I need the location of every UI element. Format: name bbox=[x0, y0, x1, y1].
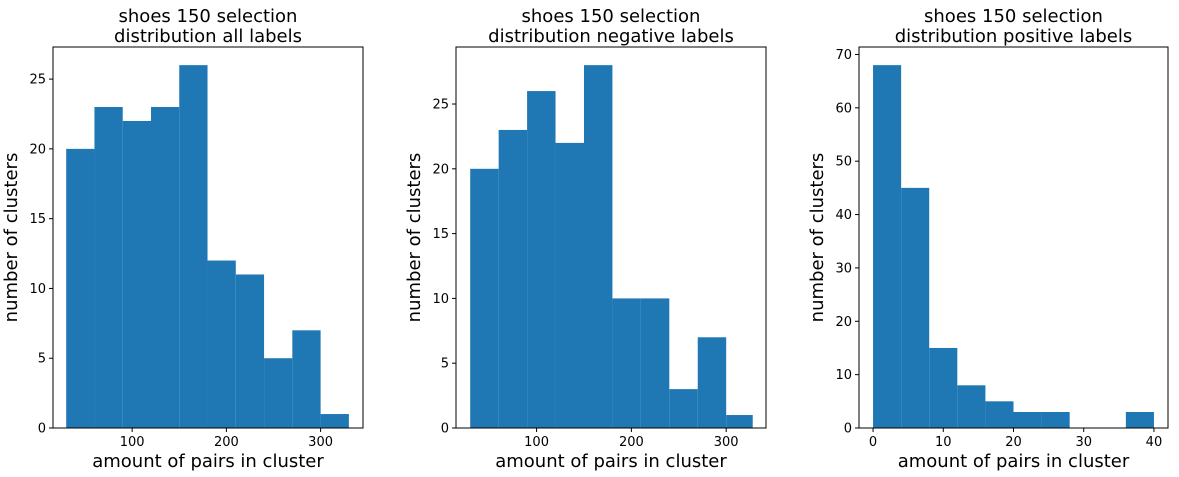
x-tick-label: 100 bbox=[524, 435, 549, 450]
x-tick-label: 10 bbox=[935, 435, 952, 450]
histogram-bar bbox=[235, 274, 265, 428]
y-tick-label: 10 bbox=[835, 368, 852, 383]
axes-frame bbox=[52, 46, 364, 429]
chart-title-line-2: distribution negative labels bbox=[488, 26, 734, 47]
y-axis-label: number of clusters bbox=[1, 153, 22, 323]
x-tick-label: 300 bbox=[308, 435, 333, 450]
y-tick-label: 5 bbox=[441, 357, 449, 372]
x-tick-label: 100 bbox=[120, 435, 145, 450]
y-tick-label: 0 bbox=[441, 422, 449, 437]
y-tick-label: 30 bbox=[835, 261, 852, 276]
histogram-bar bbox=[150, 107, 180, 428]
histogram-bar bbox=[1125, 411, 1154, 428]
histogram-bar bbox=[583, 65, 613, 429]
histogram-bar bbox=[527, 91, 556, 429]
histogram-bar bbox=[612, 298, 641, 428]
y-axis-label: number of clusters bbox=[404, 153, 425, 323]
x-tick-label: 40 bbox=[1146, 435, 1163, 450]
x-tick-label: 200 bbox=[619, 435, 644, 450]
y-tick-label: 70 bbox=[835, 48, 852, 63]
y-axis-label: number of clusters bbox=[807, 153, 828, 323]
histogram-bar bbox=[873, 65, 902, 429]
histogram-bar bbox=[1013, 411, 1042, 428]
histogram-bar bbox=[264, 358, 293, 428]
histogram-bar bbox=[320, 414, 349, 428]
x-tick-label: 30 bbox=[1075, 435, 1092, 450]
y-tick-label: 20 bbox=[432, 162, 449, 177]
y-tick-label: 15 bbox=[432, 227, 449, 242]
histogram-negative-labels: shoes 150 selection distribution negativ… bbox=[404, 6, 767, 472]
histogram-bar bbox=[66, 148, 95, 428]
chart-title-line-2: distribution positive labels bbox=[895, 26, 1133, 47]
y-tick-label: 0 bbox=[844, 422, 852, 437]
y-tick-label: 0 bbox=[38, 422, 46, 437]
histogram-bar bbox=[292, 330, 321, 428]
histogram-bar bbox=[207, 260, 236, 428]
chart-title-line-1: shoes 150 selection bbox=[119, 6, 298, 27]
histogram-bar bbox=[179, 65, 208, 429]
histogram-bar bbox=[901, 187, 930, 428]
histogram-bar bbox=[669, 389, 698, 428]
x-tick-label: 200 bbox=[214, 435, 239, 450]
y-tick-label: 5 bbox=[38, 352, 46, 367]
histogram-bar bbox=[122, 120, 151, 428]
chart-title-line-1: shoes 150 selection bbox=[924, 6, 1103, 27]
y-tick-label: 25 bbox=[29, 73, 46, 88]
x-axis-label: amount of pairs in cluster bbox=[92, 451, 324, 472]
y-tick-label: 60 bbox=[835, 101, 852, 116]
y-tick-label: 10 bbox=[432, 292, 449, 307]
x-tick-label: 20 bbox=[1005, 435, 1022, 450]
histogram-bar bbox=[726, 415, 753, 428]
chart-title-line-2: distribution all labels bbox=[114, 26, 302, 47]
histogram-bar bbox=[985, 401, 1014, 428]
x-axis-label: amount of pairs in cluster bbox=[495, 451, 727, 472]
axes-frame bbox=[455, 46, 767, 429]
histogram-bar bbox=[555, 142, 584, 429]
histogram-bar bbox=[697, 337, 727, 428]
x-tick-label: 0 bbox=[869, 435, 877, 450]
histogram-bar bbox=[94, 107, 123, 428]
y-tick-label: 15 bbox=[29, 212, 46, 227]
histogram-bar bbox=[929, 347, 958, 428]
y-tick-label: 10 bbox=[29, 282, 46, 297]
x-axis-label: amount of pairs in cluster bbox=[898, 451, 1130, 472]
histogram-bar bbox=[498, 129, 528, 428]
histogram-all-labels: shoes 150 selection distribution all lab… bbox=[1, 6, 364, 472]
y-tick-label: 25 bbox=[432, 98, 449, 113]
histogram-bar bbox=[957, 385, 986, 428]
histogram-bar bbox=[1041, 411, 1070, 428]
y-tick-label: 40 bbox=[835, 208, 852, 223]
histogram-bar bbox=[470, 168, 499, 428]
histogram-positive-labels: shoes 150 selection distribution positiv… bbox=[807, 6, 1169, 472]
histogram-bar bbox=[640, 298, 670, 428]
y-tick-label: 20 bbox=[29, 142, 46, 157]
x-tick-label: 300 bbox=[714, 435, 739, 450]
y-tick-label: 50 bbox=[835, 155, 852, 170]
y-tick-label: 20 bbox=[835, 315, 852, 330]
chart-title-line-1: shoes 150 selection bbox=[522, 6, 701, 27]
